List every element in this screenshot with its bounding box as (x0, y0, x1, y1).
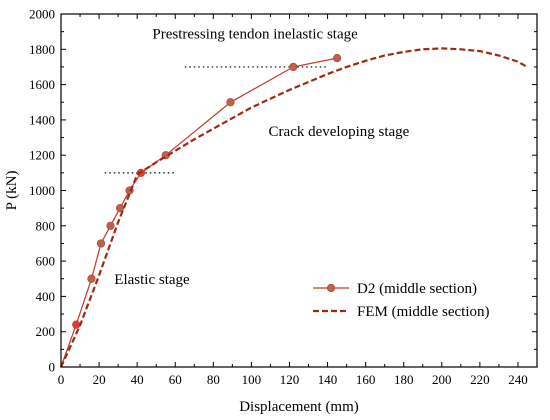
x-tick-label: 20 (93, 372, 106, 387)
d2-point (289, 62, 298, 72)
x-axis-title: Displacement (mm) (239, 399, 359, 415)
d2-point (96, 239, 106, 248)
legend-d2-marker (326, 283, 336, 293)
x-tick-label: 180 (394, 372, 414, 387)
d2-series-line (60, 57, 338, 368)
legend: D2 (middle section) FEM (middle section) (313, 281, 489, 320)
x-tick-label: 100 (242, 372, 262, 387)
x-tick-label: 160 (356, 372, 376, 387)
y-tick-label: 600 (36, 254, 56, 269)
d2-point (106, 221, 115, 230)
legend-d2-label: D2 (middle section) (357, 281, 477, 297)
y-tick-label: 200 (36, 324, 56, 339)
d2-point (115, 204, 125, 213)
y-tick-label: 400 (36, 289, 56, 304)
x-tick-label: 80 (207, 372, 220, 387)
y-tick-label: 2000 (29, 7, 55, 22)
x-tick-label: 200 (432, 372, 452, 387)
y-tick-label: 1600 (29, 77, 55, 92)
y-axis-title: P (kN) (4, 171, 20, 211)
legend-fem-label: FEM (middle section) (357, 304, 489, 320)
y-tick-label: 1800 (29, 42, 55, 57)
x-tick-label: 240 (508, 372, 528, 387)
x-tick-label: 220 (470, 372, 490, 387)
d2-point (226, 98, 235, 107)
annotations: Prestressing tendon inelastic stage Crack… (114, 27, 409, 288)
x-tick-label: 120 (280, 372, 300, 387)
y-tick-label: 0 (49, 360, 56, 375)
fem-series-line (59, 47, 527, 368)
y-tick-label: 1200 (29, 148, 55, 163)
y-tick-label: 1000 (29, 183, 55, 198)
y-tick-label: 800 (36, 218, 56, 233)
x-tick-label: 140 (318, 372, 338, 387)
annotation-label: Prestressing tendon inelastic stage (152, 27, 358, 43)
d2-point (332, 54, 342, 63)
d2-point (87, 274, 96, 283)
y-tick-label: 1400 (29, 112, 55, 127)
series-layer (59, 47, 527, 368)
d2-point (72, 320, 81, 329)
x-tick-label: 40 (131, 372, 144, 387)
annotation-label: Crack developing stage (269, 124, 410, 140)
x-tick-label: 0 (58, 372, 65, 387)
axes: 0 20 40 60 80 100 120 140 160 180 200 220 240 0 200 400… (4, 7, 538, 415)
x-tick-label: 60 (169, 372, 182, 387)
annotation-label: Elastic stage (114, 272, 190, 288)
